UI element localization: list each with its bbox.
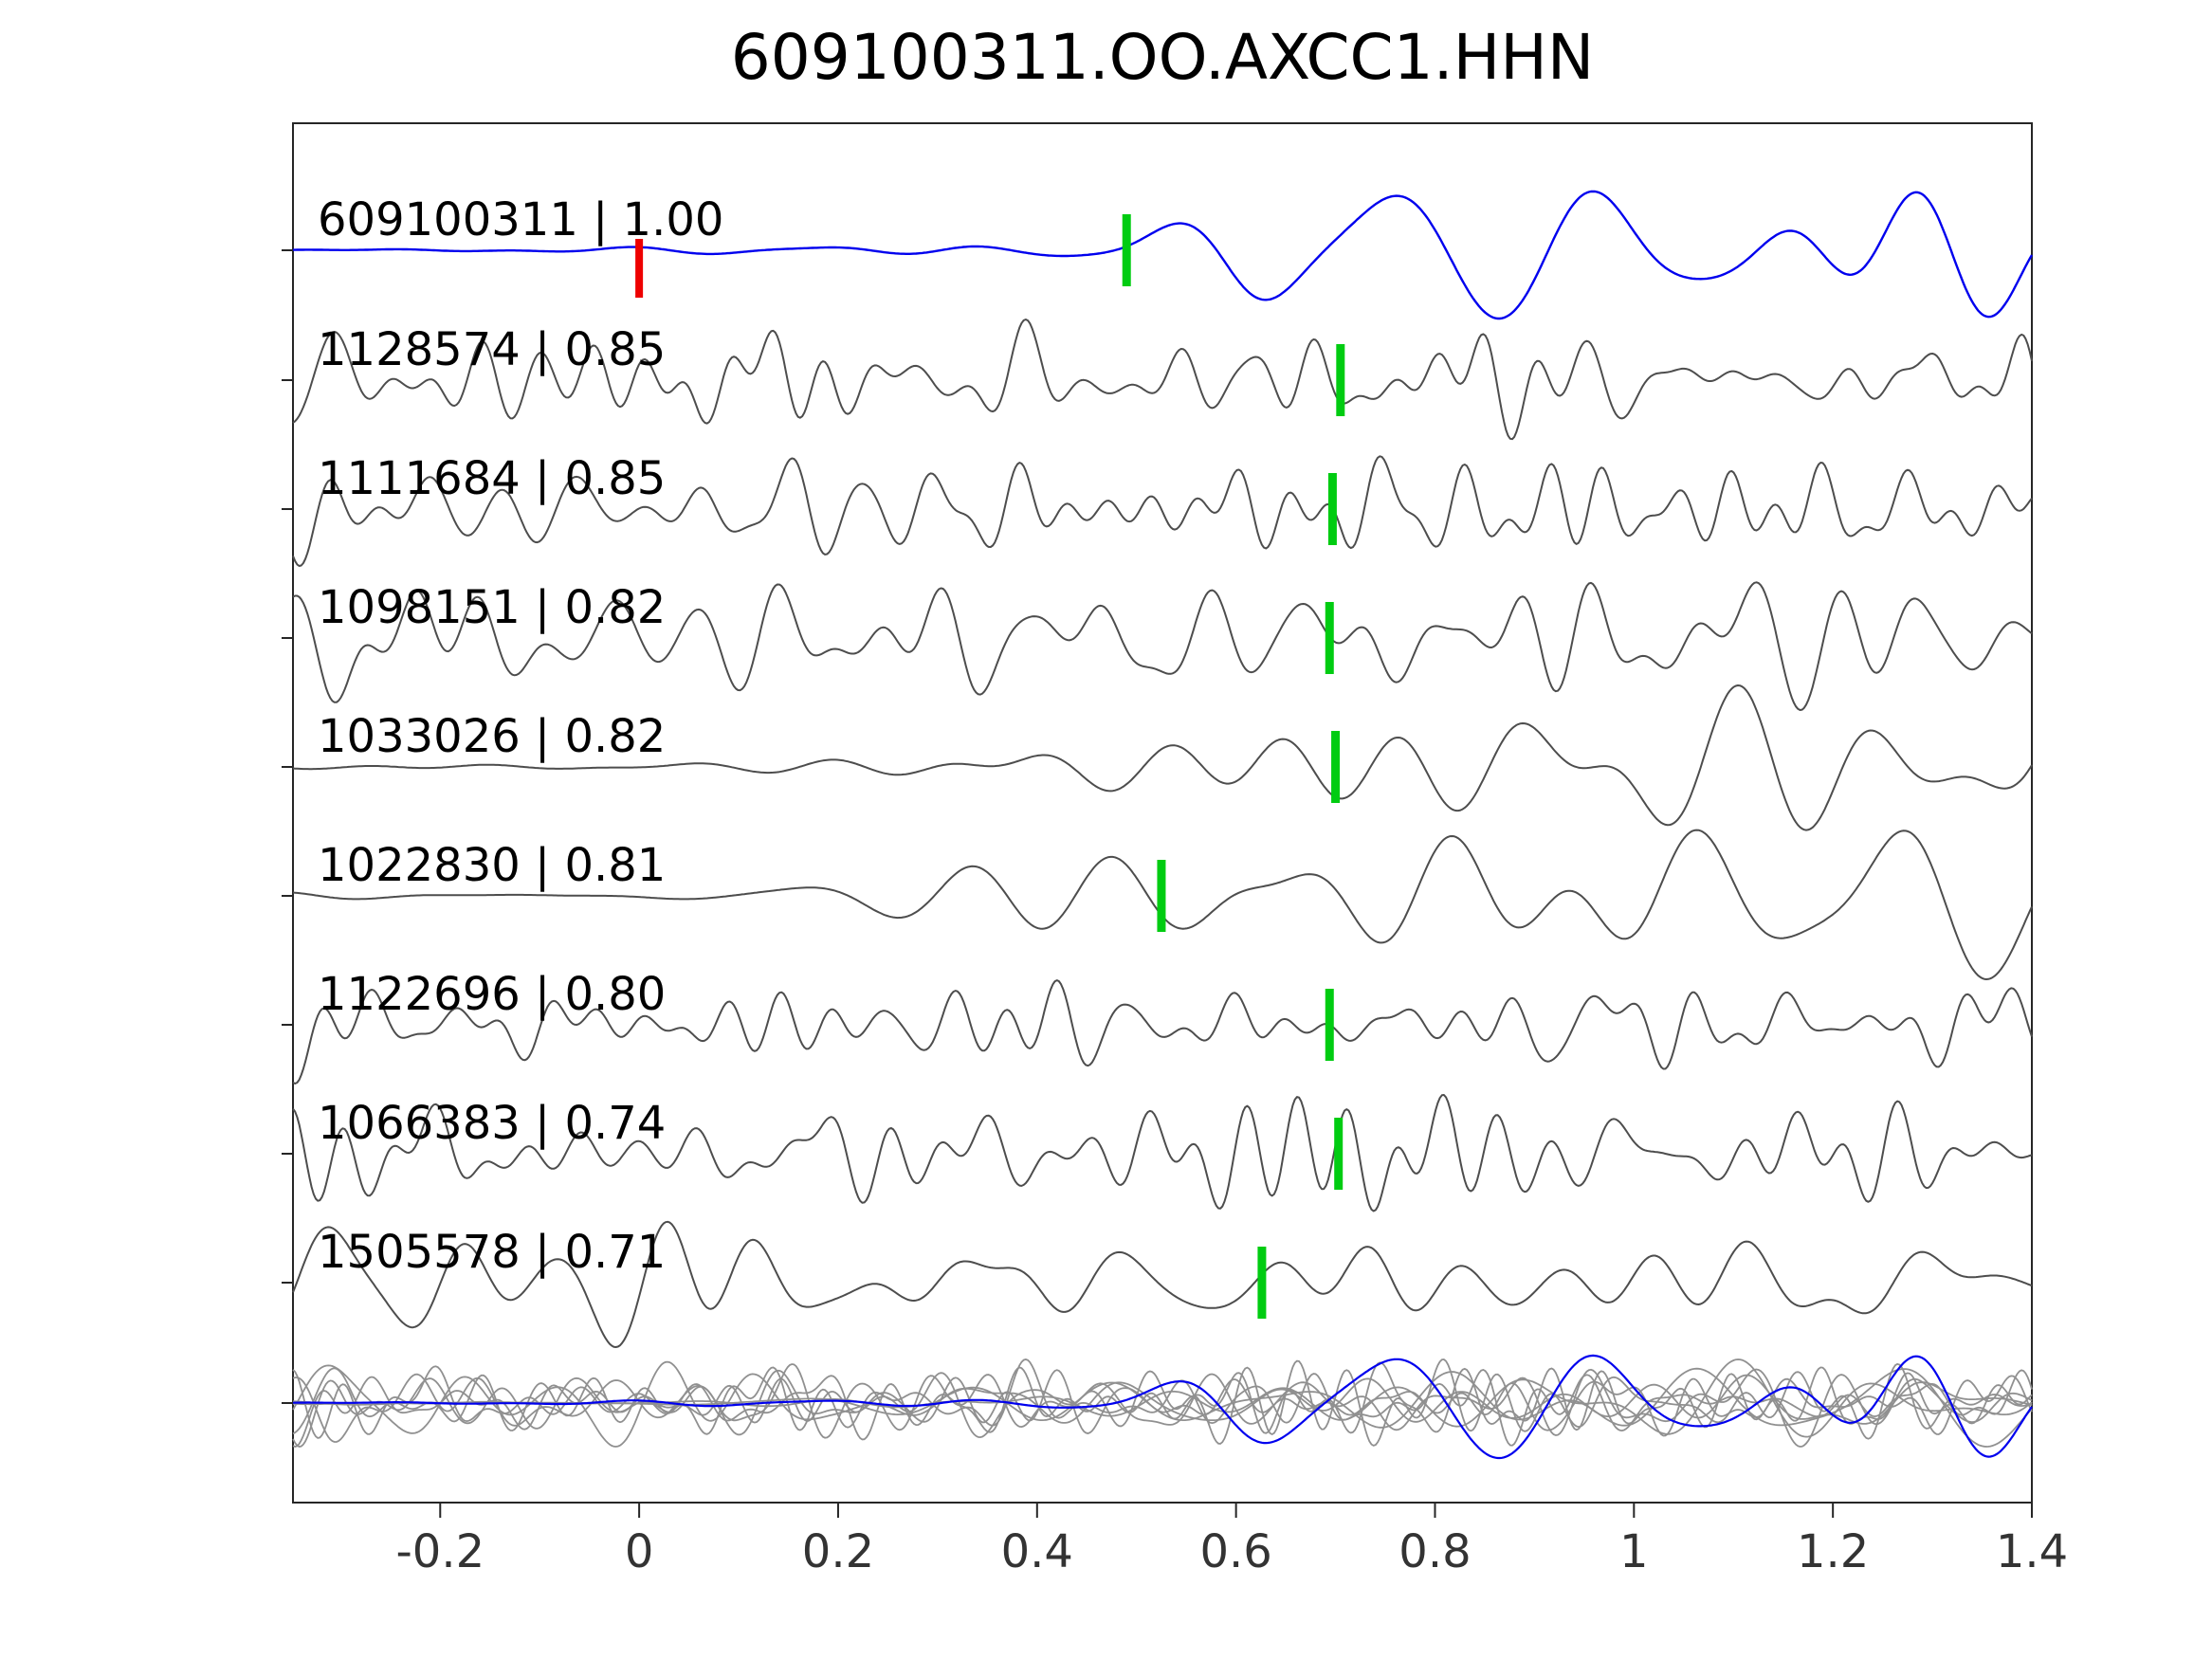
overlay-trace <box>292 1369 2033 1448</box>
trace-label: 1022830 | 0.81 <box>318 839 666 892</box>
pick-marker <box>1122 214 1131 286</box>
pick-marker <box>1257 1247 1267 1319</box>
overlay-trace <box>292 1368 2033 1448</box>
x-tick-label: 0.4 <box>1001 1525 1073 1578</box>
trace-label: 1122696 | 0.80 <box>318 968 666 1021</box>
trace-row-1128574: 1128574 | 0.85 <box>292 319 2033 441</box>
overlay-reference-trace <box>293 1354 2033 1460</box>
trace-row-1066383: 1066383 | 0.74 <box>292 1094 2033 1212</box>
waveform-trace <box>292 455 2033 567</box>
overlay-stack <box>292 1354 2033 1460</box>
x-tick-label: -0.2 <box>395 1525 484 1578</box>
waveform-trace <box>292 581 2033 711</box>
chart-title: 609100311.OO.AXCC1.HHN <box>730 21 1595 94</box>
trace-label: 1111684 | 0.85 <box>318 452 666 505</box>
x-tick-label: 1.4 <box>1996 1525 2068 1578</box>
trace-label: 609100311 | 1.00 <box>318 193 723 246</box>
x-tick-label: 0 <box>625 1525 654 1578</box>
waveform-trace <box>292 319 2033 441</box>
overlay-trace <box>292 1358 2033 1447</box>
trace-label: 1033026 | 0.82 <box>318 710 666 763</box>
pick-marker <box>1157 860 1166 932</box>
x-tick-label: 1.2 <box>1797 1525 1869 1578</box>
pick-marker <box>1327 473 1337 545</box>
trace-row-609100311: 609100311 | 1.00 <box>293 190 2034 320</box>
trace-row-1122696: 1122696 | 0.80 <box>292 968 2033 1085</box>
waveform-trace <box>292 1220 2033 1348</box>
waveform-trace <box>292 1094 2033 1212</box>
trace-row-1098151: 1098151 | 0.82 <box>292 581 2033 711</box>
x-tick-label: 0.2 <box>802 1525 874 1578</box>
trace-label: 1505578 | 0.71 <box>318 1226 666 1279</box>
x-tick-label: 0.6 <box>1199 1525 1271 1578</box>
overlay-trace <box>292 1360 2033 1448</box>
trace-label: 1066383 | 0.74 <box>318 1097 666 1150</box>
trace-row-1505578: 1505578 | 0.71 <box>292 1220 2033 1348</box>
pick-marker <box>1331 731 1341 803</box>
pick-marker <box>1325 989 1334 1061</box>
x-tick-label: 0.8 <box>1398 1525 1471 1578</box>
trace-row-1022830: 1022830 | 0.81 <box>292 829 2033 980</box>
trace-label: 1098151 | 0.82 <box>318 581 666 634</box>
trace-label: 1128574 | 0.85 <box>318 323 666 376</box>
pick-marker <box>1336 344 1345 416</box>
pick-marker <box>1334 1118 1344 1190</box>
plot-border <box>292 122 2033 1504</box>
pick-marker <box>1325 602 1334 674</box>
waveform-trace <box>292 979 2033 1085</box>
waveform-trace <box>292 684 2033 831</box>
waveform-trace <box>293 190 2034 320</box>
trace-row-1033026: 1033026 | 0.82 <box>292 684 2033 831</box>
x-tick-label: 1 <box>1619 1525 1649 1578</box>
reference-time-marker <box>635 239 644 298</box>
trace-row-1111684: 1111684 | 0.85 <box>292 452 2033 567</box>
